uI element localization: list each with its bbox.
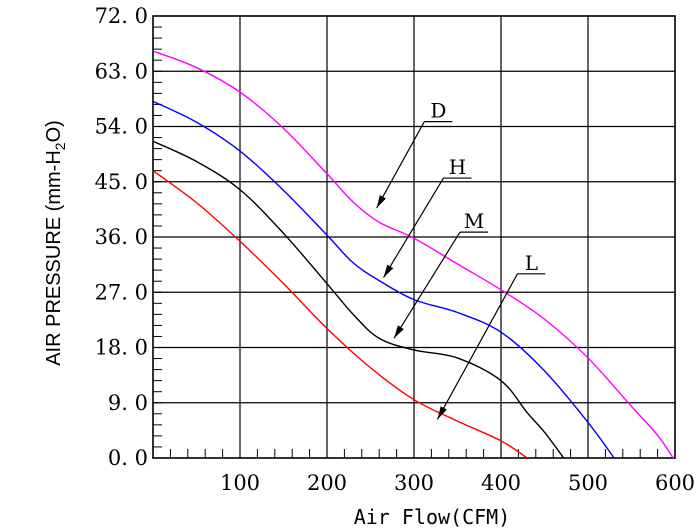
y-tick-label: 54. 0 [95, 115, 148, 139]
callout-leader-h [383, 177, 445, 278]
x-tick-label: 600 [655, 471, 695, 495]
x-tick-label: 300 [394, 471, 434, 495]
callout-leader-l [436, 273, 518, 420]
y-tick-label: 9. 0 [108, 391, 148, 415]
callout-label-l: L [525, 251, 538, 275]
series-line-m [152, 140, 565, 459]
axis-ticks [153, 26, 659, 458]
grid [152, 15, 676, 459]
x-tick-label: 500 [568, 471, 608, 495]
callout-l: L [436, 251, 546, 420]
y-tick-label: 36. 0 [95, 225, 148, 249]
y-tick-label: 18. 0 [95, 336, 148, 360]
x-tick-label: 100 [220, 471, 260, 495]
x-axis-title: Air Flow(CFM) [354, 505, 511, 529]
x-tick-label: 400 [481, 471, 521, 495]
callout-leader-m [393, 231, 461, 339]
x-tick-label: 200 [307, 471, 347, 495]
series-line-l [152, 170, 528, 459]
y-axis-title-main: AIR PRESSURE (mm-H [43, 150, 65, 366]
callout-m: M [393, 209, 489, 339]
y-tick-label: 45. 0 [95, 170, 148, 194]
callout-label-d: D [430, 99, 446, 123]
series-line-d [152, 50, 674, 459]
series-callouts: D H M L [376, 99, 546, 420]
callout-d: D [376, 99, 453, 209]
y-tick-label: 63. 0 [95, 59, 148, 83]
y-axis-title: AIR PRESSURE (mm-H2O) [43, 120, 68, 366]
series-line-h [152, 100, 615, 459]
callout-arrowhead-h [383, 264, 394, 278]
y-tick-label: 72. 0 [95, 4, 148, 28]
y-axis-title-sub: 2 [52, 142, 68, 150]
callout-h: H [383, 155, 472, 278]
y-tick-label: 0. 0 [108, 446, 148, 470]
callout-arrowhead-l [437, 406, 447, 420]
y-tick-label: 27. 0 [95, 280, 148, 304]
series-lines [152, 50, 674, 459]
y-axis-title-tail: O) [43, 120, 65, 142]
tick-labels: 0. 0 9. 0 18. 0 27. 0 36. 0 45. 0 54. 0 63. 0 72… [95, 4, 695, 495]
callout-arrowhead-m [393, 325, 404, 339]
callout-label-h: H [449, 155, 466, 179]
callout-arrowhead-d [376, 195, 386, 209]
callout-leader-d [376, 121, 425, 209]
callout-label-m: M [464, 209, 484, 233]
